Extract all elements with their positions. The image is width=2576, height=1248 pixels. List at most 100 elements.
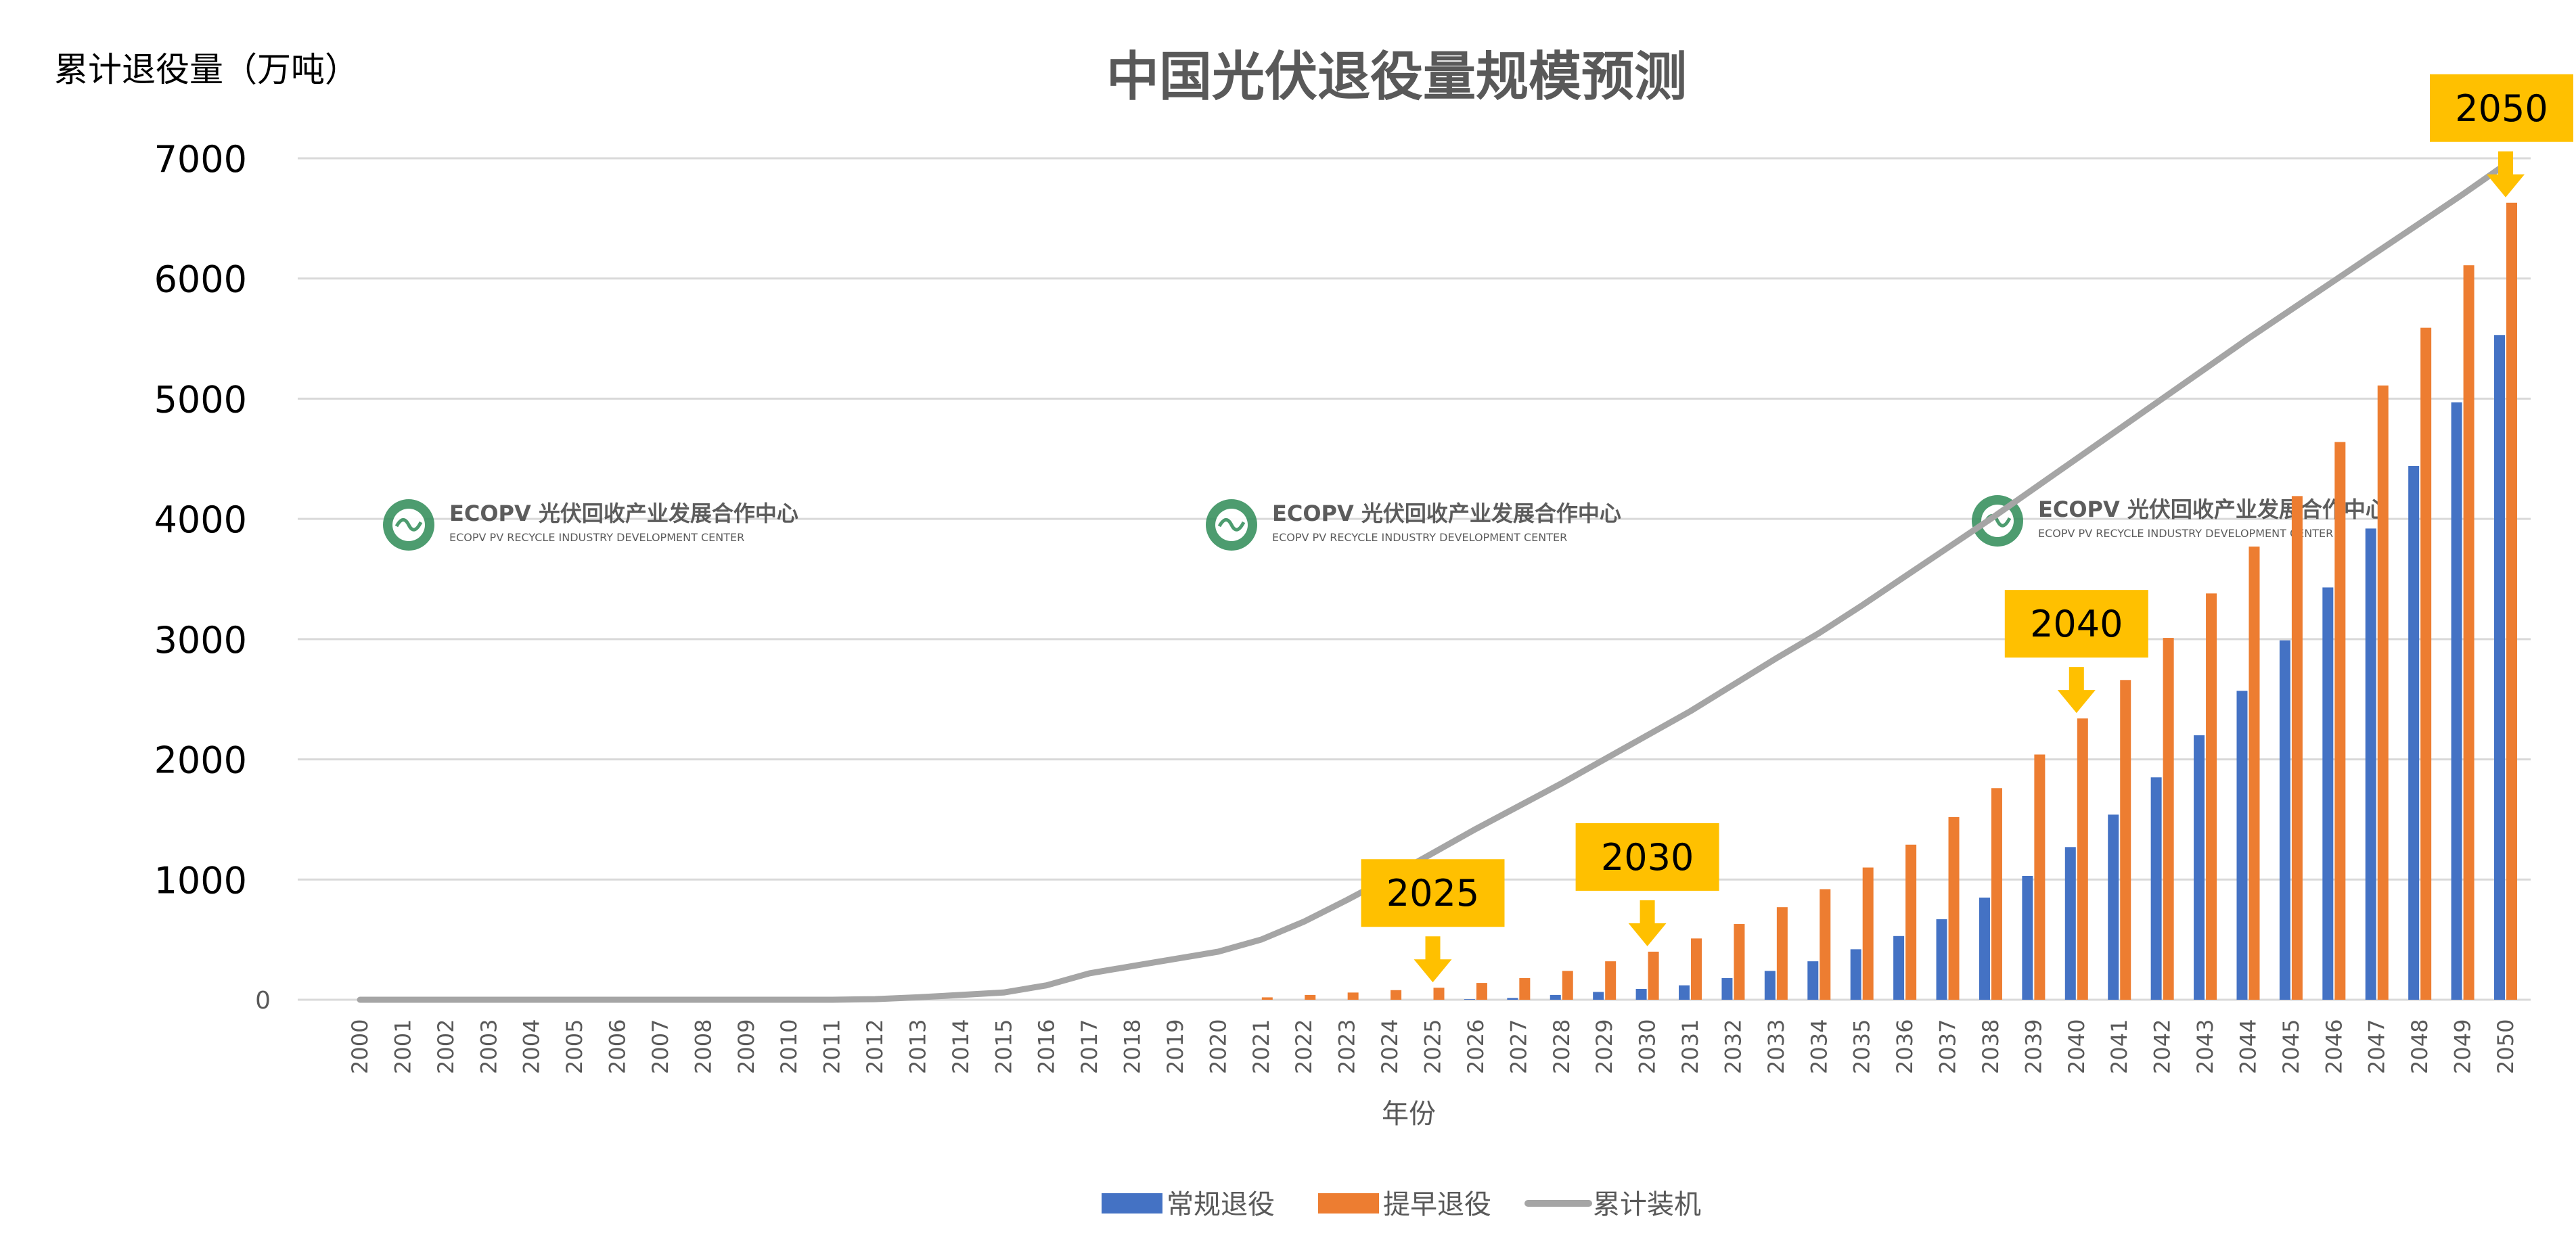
callout-box xyxy=(1575,823,1719,891)
x-tick-label: 2034 xyxy=(1806,1019,1832,1074)
watermark: ECOPV 光伏回收产业发展合作中心 ECOPV PV RECYCLE INDUS… xyxy=(1972,495,2387,547)
watermark-title: ECOPV 光伏回收产业发展合作中心 xyxy=(1272,501,1621,526)
x-tick-label: 2027 xyxy=(1506,1019,1531,1074)
callout-2030: 2030 xyxy=(1575,823,1719,946)
y-tick-labels: 0 1000 2000 3000 4000 5000 6000 7000 xyxy=(154,138,271,1015)
x-tick-label: 2041 xyxy=(2106,1019,2132,1074)
x-tick-label: 2047 xyxy=(2364,1019,2390,1074)
x-tick-label: 2020 xyxy=(1205,1019,1231,1074)
bar-early xyxy=(2206,593,2217,1000)
y-tick-label: 4000 xyxy=(154,499,247,541)
x-tick-label: 2030 xyxy=(1635,1019,1660,1074)
legend-swatch-early xyxy=(1318,1193,1379,1214)
x-tick-label: 2048 xyxy=(2407,1019,2433,1074)
bar-early xyxy=(1905,844,1917,1000)
bar-early xyxy=(1820,889,1831,1000)
callout-box xyxy=(2004,590,2148,658)
bar-regular xyxy=(2494,335,2505,1000)
x-tick-label: 2049 xyxy=(2450,1019,2476,1074)
x-tick-label: 2014 xyxy=(948,1019,974,1074)
x-tick-label: 2003 xyxy=(476,1019,501,1074)
bar-regular xyxy=(1593,992,1604,1000)
watermark-logo-wave xyxy=(394,518,423,532)
bar-early xyxy=(2334,442,2346,1000)
bar-regular xyxy=(1850,949,1861,1000)
watermark-subtitle: ECOPV PV RECYCLE INDUSTRY DEVELOPMENT CE… xyxy=(449,531,744,544)
bar-regular xyxy=(2150,777,2162,1000)
x-tick-label: 2018 xyxy=(1120,1019,1146,1074)
bar-regular xyxy=(1893,935,1905,1000)
watermark-title: ECOPV 光伏回收产业发展合作中心 xyxy=(449,501,798,526)
x-tick-label: 2039 xyxy=(2020,1019,2046,1074)
y-tick-label: 5000 xyxy=(154,378,247,421)
bar-early xyxy=(1776,907,1788,1000)
callout-2040: 2040 xyxy=(2004,590,2148,714)
callout-box xyxy=(2430,74,2573,142)
x-tick-label: 2024 xyxy=(1377,1019,1403,1074)
bar-early xyxy=(2506,202,2517,1000)
annotations: 2025 2030 2040 2050 xyxy=(1361,74,2573,983)
callout-arrow-icon xyxy=(1414,936,1452,983)
bar-early xyxy=(2034,754,2046,1000)
bar-early xyxy=(1734,924,1745,1000)
bar-early xyxy=(1347,992,1359,1000)
bar-regular xyxy=(1635,989,1647,1000)
bar-regular xyxy=(1979,897,1990,1000)
x-tick-label: 2025 xyxy=(1420,1019,1446,1074)
bar-regular xyxy=(2451,402,2462,1000)
x-tick-label: 2002 xyxy=(433,1019,459,1074)
bar-regular xyxy=(2064,847,2076,1000)
x-tick-label: 2040 xyxy=(2064,1019,2089,1074)
x-tick-label: 2004 xyxy=(519,1019,545,1074)
x-tick-label: 2026 xyxy=(1463,1019,1489,1074)
y-tick-label: 1000 xyxy=(154,859,247,902)
bar-early xyxy=(2249,547,2260,1000)
bar-early xyxy=(2163,638,2174,1000)
x-tick-label: 2029 xyxy=(1591,1019,1617,1074)
bar-early xyxy=(1605,961,1617,1000)
x-tick-label: 2000 xyxy=(347,1019,373,1074)
bar-early xyxy=(1948,816,1960,1000)
bar-regular xyxy=(1721,978,1733,1000)
bar-regular xyxy=(1764,971,1776,1000)
x-tick-label: 2013 xyxy=(905,1019,930,1074)
watermark-title: ECOPV 光伏回收产业发展合作中心 xyxy=(2038,496,2387,522)
y-tick-label: 0 xyxy=(255,987,271,1015)
x-tick-label: 2028 xyxy=(1549,1019,1575,1074)
bar-regular xyxy=(1679,985,1690,1000)
watermark-subtitle: ECOPV PV RECYCLE INDUSTRY DEVELOPMENT CE… xyxy=(2038,527,2333,540)
bar-early xyxy=(2077,718,2088,1000)
x-tick-label: 2033 xyxy=(1763,1019,1789,1074)
callout-arrow-icon xyxy=(2057,667,2096,714)
bar-regular xyxy=(2236,691,2248,1000)
y-tick-label: 6000 xyxy=(154,258,247,301)
x-tick-label: 2046 xyxy=(2321,1019,2347,1074)
y-tick-label: 3000 xyxy=(154,619,247,662)
bar-early xyxy=(2120,680,2131,1000)
callout-arrow-icon xyxy=(1628,900,1667,946)
x-tick-label: 2032 xyxy=(1720,1019,1746,1074)
x-tick-label: 2011 xyxy=(819,1019,845,1074)
y-axis-label: 累计退役量（万吨） xyxy=(54,50,359,89)
x-tick-label: 2015 xyxy=(991,1019,1016,1074)
x-tick-label: 2010 xyxy=(776,1019,802,1074)
x-tick-label: 2008 xyxy=(690,1019,716,1074)
bar-regular xyxy=(2108,814,2119,1000)
x-tick-label: 2016 xyxy=(1034,1019,1060,1074)
x-tick-label: 2022 xyxy=(1291,1019,1317,1074)
x-tick-label: 2023 xyxy=(1334,1019,1360,1074)
x-axis-label: 年份 xyxy=(1382,1099,1436,1130)
bar-regular xyxy=(2408,465,2420,1000)
bar-early xyxy=(1519,978,1531,1000)
bar-early xyxy=(2420,327,2432,1000)
x-tick-labels: 2000 2001 2002 2003 2004 2005 2006 2007 2008 2009… xyxy=(347,1019,2518,1074)
bar-regular xyxy=(1464,999,1475,1000)
callout-2025: 2025 xyxy=(1361,859,1505,983)
bar-early xyxy=(1862,867,1874,1000)
line-cumulative xyxy=(357,161,2509,1003)
watermark-subtitle: ECOPV PV RECYCLE INDUSTRY DEVELOPMENT CE… xyxy=(1272,531,1567,544)
callout-label: 2025 xyxy=(1386,872,1479,915)
x-tick-label: 2050 xyxy=(2493,1019,2518,1074)
bar-regular xyxy=(1807,961,1819,1000)
